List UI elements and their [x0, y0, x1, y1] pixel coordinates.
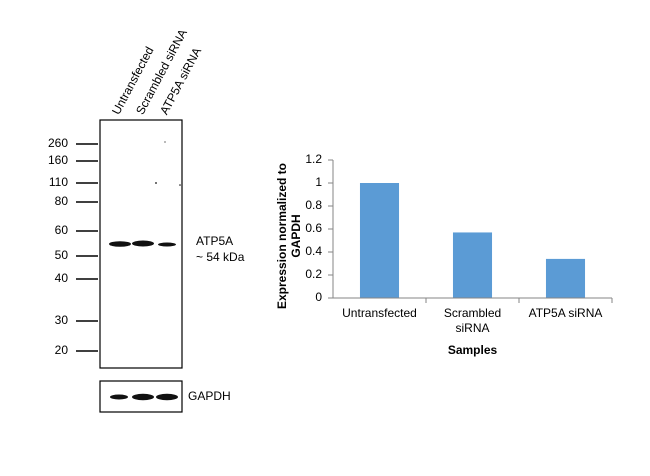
loading-control: GAPDH [188, 389, 231, 403]
x-tick-label: Untransfected [342, 306, 417, 320]
band-size: ~ 54 kDa [196, 250, 245, 264]
y-tick-label: 0.8 [305, 198, 322, 212]
y-tick-label: 0 [315, 290, 322, 304]
y-tick-label: 0.6 [305, 221, 322, 235]
marker-label: 160 [48, 153, 68, 167]
y-tick-label: 1.2 [305, 152, 322, 166]
y-tick-label: 1 [315, 175, 322, 189]
bands [109, 141, 181, 247]
marker-label: 20 [55, 343, 69, 357]
y-tick-label: 0.2 [305, 267, 322, 281]
marker-label: 30 [55, 313, 69, 327]
marker-label: 80 [55, 194, 69, 208]
bar [545, 258, 586, 298]
marker-label: 50 [55, 248, 69, 262]
marker-label: 110 [49, 175, 68, 189]
gapdh-bands [110, 393, 178, 401]
marker-label: 60 [55, 223, 69, 237]
band-label: ATP5A [196, 234, 233, 248]
y-tick-label: 0.4 [305, 244, 322, 258]
marker-label: 40 [55, 271, 69, 285]
x-tick-label: ATP5A siRNA [528, 306, 603, 320]
marker-label: 260 [48, 136, 68, 150]
bar [359, 183, 400, 298]
x-axis-label: Samples [448, 343, 498, 357]
x-tick-label: Scrambled siRNA [443, 306, 502, 335]
y-axis-label: Expression normalized to GAPDH [275, 162, 303, 310]
bar [452, 232, 493, 298]
